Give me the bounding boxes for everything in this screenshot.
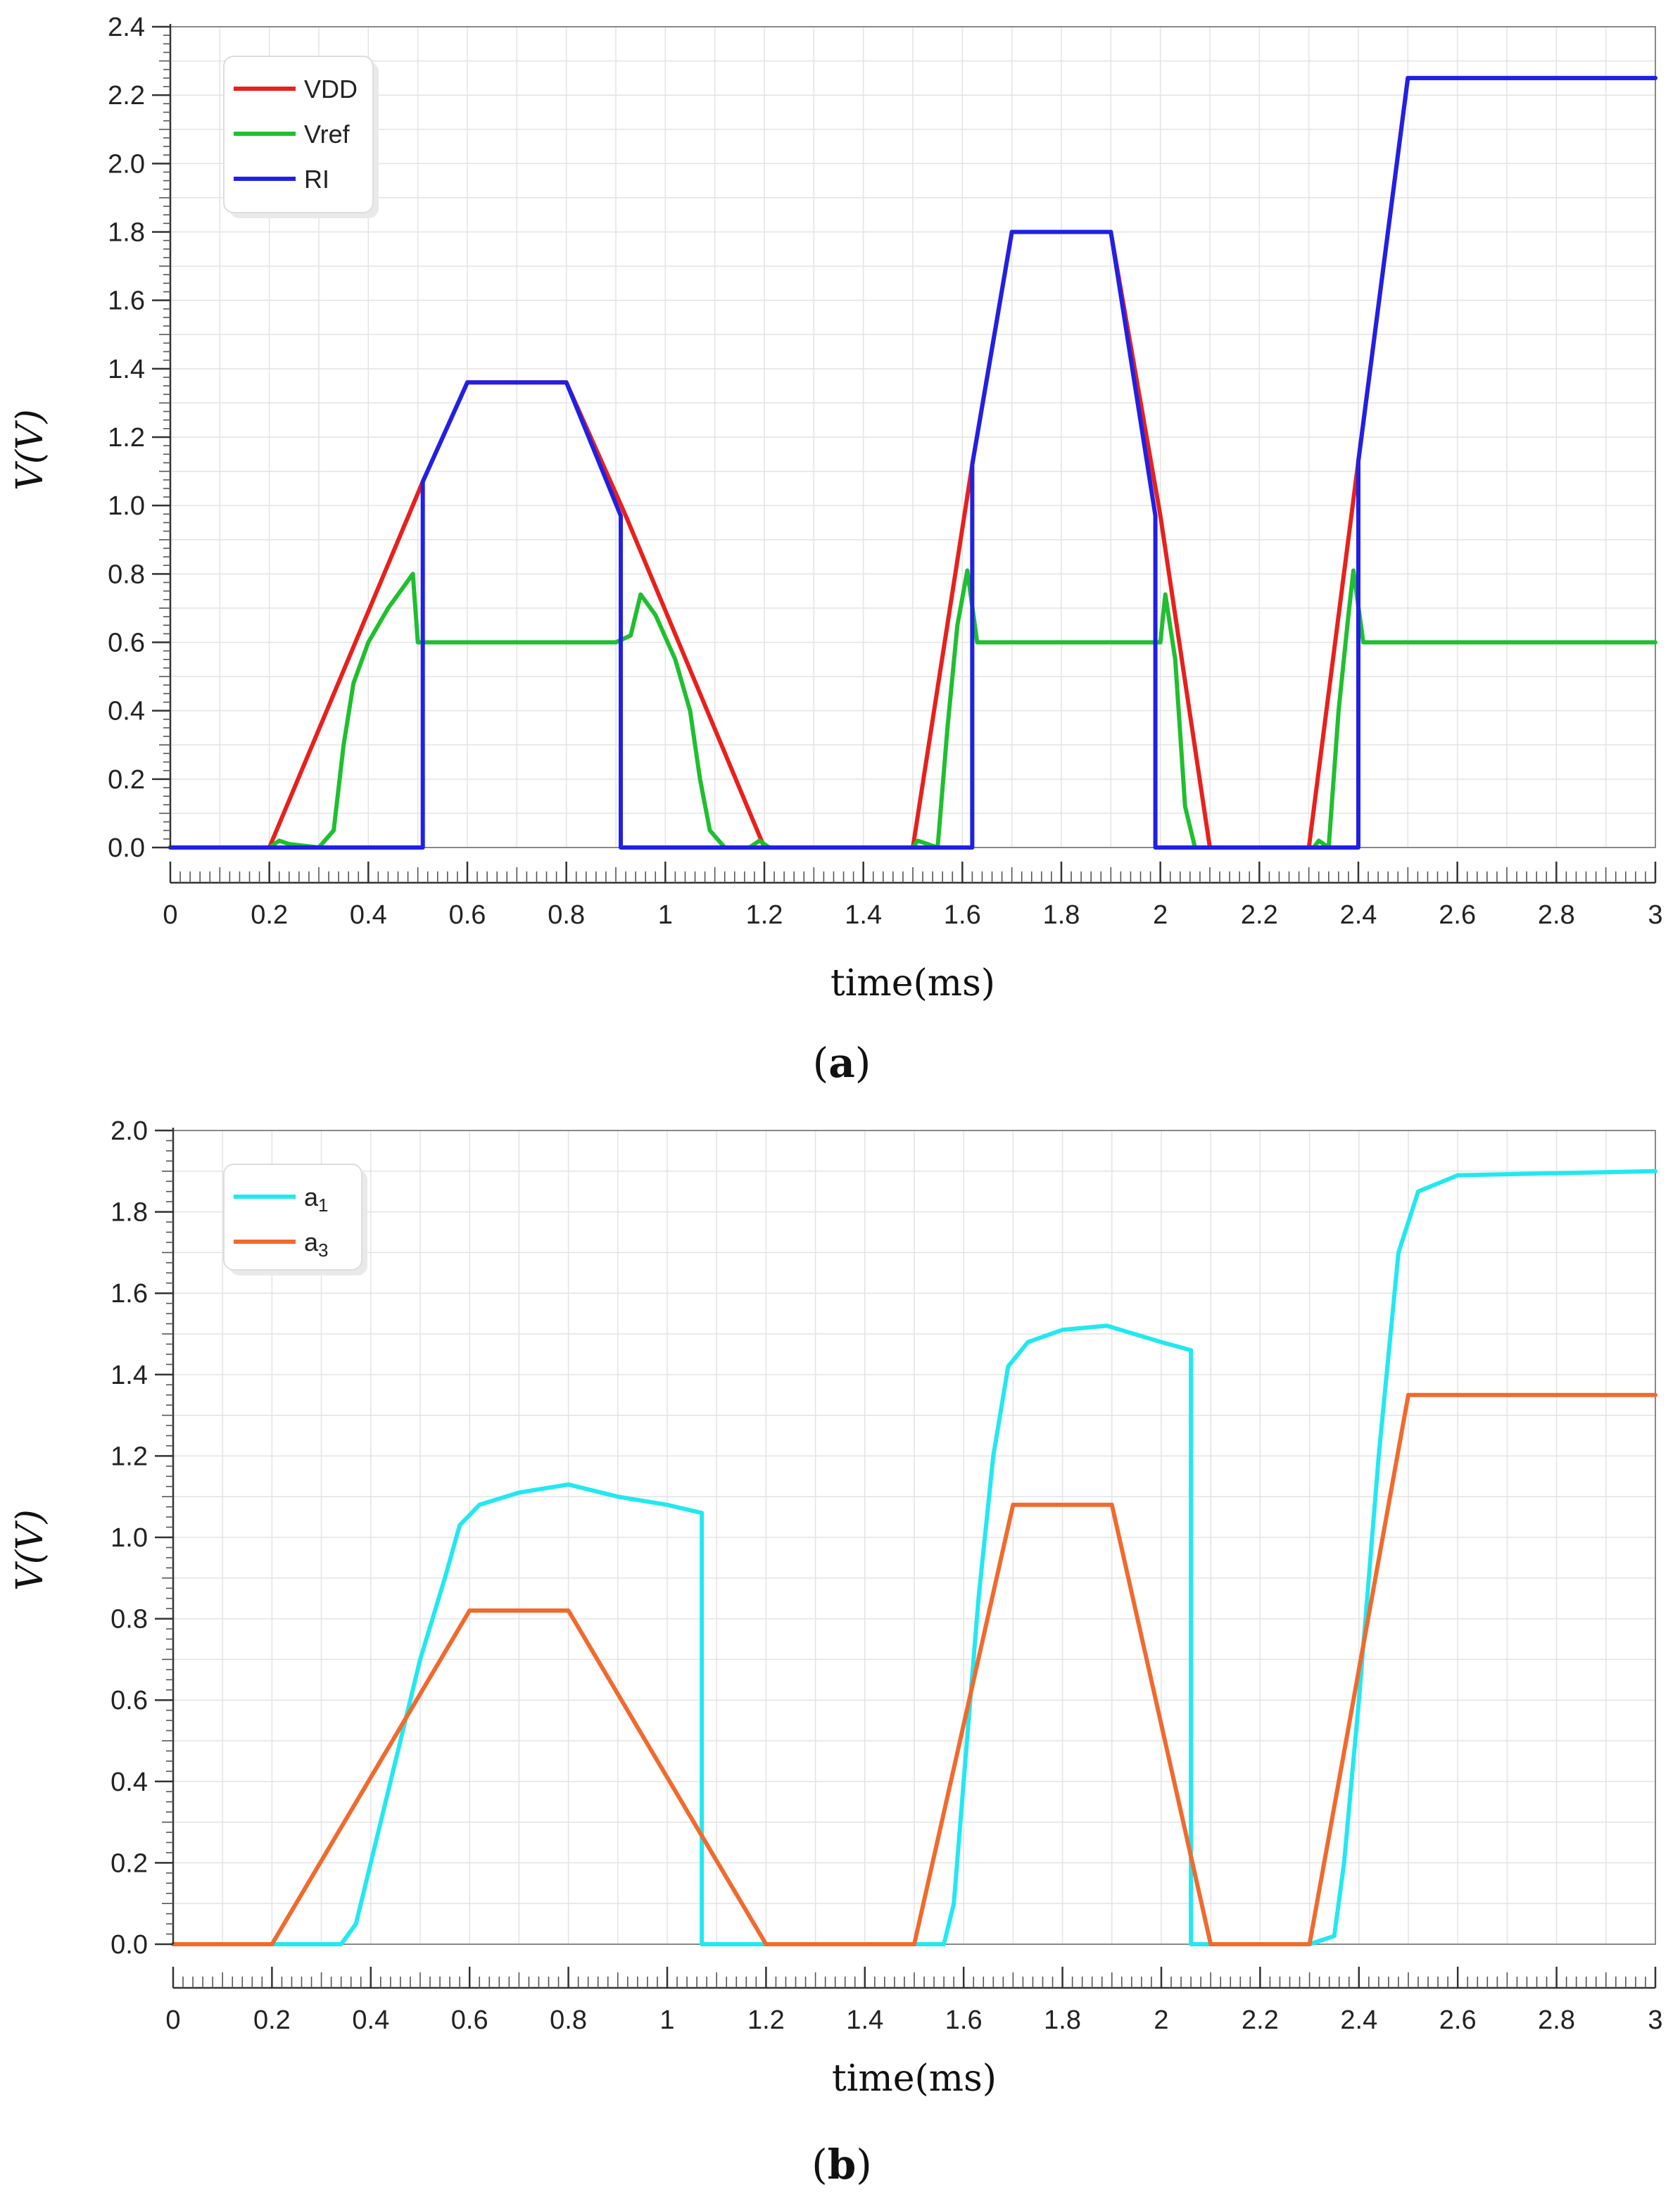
x-tick-label: 0.4 xyxy=(350,900,387,930)
x-tick-label: 2.2 xyxy=(1241,900,1278,930)
x-tick-label: 1.2 xyxy=(746,900,783,930)
y-tick-label: 1.2 xyxy=(110,1442,148,1471)
panel-b-chart: 0.0 0.2 0.4 0.6 0.8 1.0 1.2 1.4 1.6 1.8 2.0 0 0.2 0.4… xyxy=(9,1116,1663,2188)
x-tick-label: 0 xyxy=(165,2005,180,2035)
legend-box xyxy=(223,56,374,213)
x-tick-label: 1.2 xyxy=(747,2005,785,2035)
series-line-a3 xyxy=(171,1392,1657,1946)
legend-box xyxy=(223,1164,362,1271)
y-tick-label: 1.6 xyxy=(108,286,145,316)
series-line-a1 xyxy=(270,1169,1657,1946)
y-tick-label: 1.8 xyxy=(108,218,145,248)
panel-a-grid xyxy=(170,26,1656,848)
panel-b-label-letter: b xyxy=(828,2141,857,2188)
y-tick-label: 0.0 xyxy=(108,833,145,863)
x-tick-label: 2 xyxy=(1154,2005,1168,2035)
y-tick-label: 0.8 xyxy=(110,1605,148,1634)
x-tick-label: 3 xyxy=(1648,900,1662,930)
x-tick-label: 0.4 xyxy=(352,2005,389,2035)
x-tick-label: 2.2 xyxy=(1242,2005,1279,2035)
x-tick-label: 1.6 xyxy=(944,900,981,930)
y-tick-label: 1.6 xyxy=(110,1279,148,1309)
x-tick-label: 0.6 xyxy=(449,900,486,930)
y-tick-label: 1.2 xyxy=(108,423,145,453)
legend-label-ri: RI xyxy=(304,165,329,194)
y-tick-label: 0.4 xyxy=(110,1768,148,1797)
panel-a-chart: 0.0 0.2 0.4 0.6 0.8 1.0 1.2 1.4 1.6 1.8 2.0 2.2 2.4 0… xyxy=(9,13,1663,1087)
x-tick-label: 0.6 xyxy=(451,2005,488,2035)
x-tick-label: 2.4 xyxy=(1340,2005,1377,2035)
x-tick-label: 2 xyxy=(1153,900,1168,930)
panel-a-series-group xyxy=(168,75,1657,850)
legend-label-base: a xyxy=(304,1228,319,1256)
x-tick-label: 2.8 xyxy=(1538,900,1575,930)
x-tick-label: 1.8 xyxy=(1044,2005,1081,2035)
panel-a-legend: VDD Vref RI xyxy=(223,56,379,218)
x-tick-label: 1 xyxy=(659,2005,674,2035)
x-tick-label: 1.8 xyxy=(1043,900,1080,930)
x-tick-label: 0.2 xyxy=(251,900,288,930)
panel-b-label: (b) xyxy=(811,2141,872,2188)
y-tick-label: 1.0 xyxy=(108,491,145,521)
legend-label-vdd: VDD xyxy=(304,75,358,103)
x-tick-label: 1.4 xyxy=(845,900,882,930)
panel-b-y-axis-title: V(V) xyxy=(9,1509,51,1591)
y-tick-label: 1.0 xyxy=(110,1523,148,1553)
panel-b-x-axis-title: time(ms) xyxy=(832,2058,997,2100)
y-tick-label: 1.4 xyxy=(110,1361,148,1390)
legend-label-a1: a1 xyxy=(304,1183,329,1216)
series-line-ri xyxy=(168,75,1657,850)
y-tick-label: 0.6 xyxy=(110,1686,148,1715)
x-tick-label: 2.8 xyxy=(1538,2005,1575,2035)
x-tick-label: 1.4 xyxy=(846,2005,883,2035)
x-tick-label: 0.8 xyxy=(548,900,585,930)
y-tick-label: 0.2 xyxy=(110,1848,148,1878)
panel-b-grid xyxy=(172,1130,1656,1945)
y-tick-label: 0.8 xyxy=(108,560,145,589)
legend-label-subscript: 3 xyxy=(318,1240,328,1261)
x-tick-label: 0.2 xyxy=(253,2005,291,2035)
x-tick-label: 2.4 xyxy=(1340,900,1377,930)
x-tick-label: 0 xyxy=(163,900,177,930)
x-tick-label: 2.6 xyxy=(1439,2005,1477,2035)
y-tick-label: 2.2 xyxy=(108,81,145,111)
x-tick-label: 2.6 xyxy=(1439,900,1476,930)
legend-label-a3: a3 xyxy=(304,1228,329,1261)
panel-a-label: (a) xyxy=(813,1039,871,1087)
x-tick-label: 0.8 xyxy=(550,2005,587,2035)
y-tick-label: 1.4 xyxy=(108,355,145,384)
panel-a-y-axis-title: V(V) xyxy=(9,409,51,491)
panel-a-axes: 0.0 0.2 0.4 0.6 0.8 1.0 1.2 1.4 1.6 1.8 2.0 2.2 2.4 0… xyxy=(108,13,1662,930)
legend-label-base: a xyxy=(304,1183,319,1211)
x-tick-label: 3 xyxy=(1648,2005,1662,2035)
y-tick-label: 0.2 xyxy=(108,765,145,795)
panel-a-label-letter: a xyxy=(828,1039,855,1087)
y-tick-label: 1.8 xyxy=(110,1198,148,1228)
legend-label-vref: Vref xyxy=(304,120,350,149)
x-tick-label: 1 xyxy=(658,900,673,930)
panel-b-series-group xyxy=(171,1169,1657,1946)
panel-b-axes: 0.0 0.2 0.4 0.6 0.8 1.0 1.2 1.4 1.6 1.8 2.0 0 0.2 0.4… xyxy=(110,1116,1662,2035)
y-tick-label: 2.0 xyxy=(108,149,145,179)
y-tick-label: 0.6 xyxy=(108,629,145,658)
y-tick-label: 2.0 xyxy=(110,1116,148,1146)
x-tick-label: 1.6 xyxy=(945,2005,983,2035)
legend-label-subscript: 1 xyxy=(318,1195,328,1216)
y-tick-label: 0.0 xyxy=(110,1930,148,1960)
panel-a-x-axis-title: time(ms) xyxy=(830,962,995,1004)
y-tick-label: 2.4 xyxy=(108,13,145,42)
y-tick-label: 0.4 xyxy=(108,697,145,726)
